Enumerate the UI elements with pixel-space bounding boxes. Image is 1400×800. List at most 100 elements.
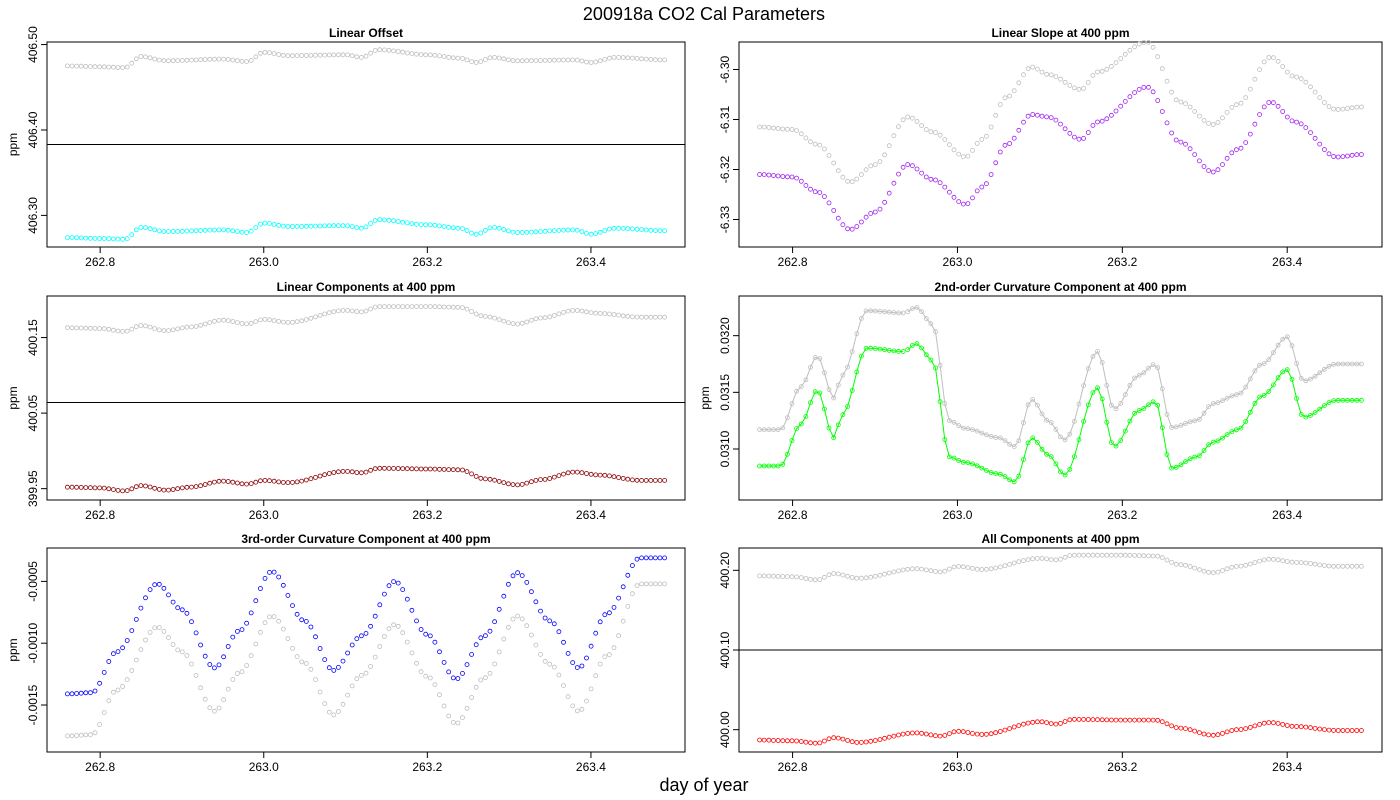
data-point (248, 653, 254, 658)
data-point (230, 479, 236, 485)
data-point (1354, 152, 1360, 158)
data-point (1201, 410, 1207, 416)
x-tick-label: 262.8 (778, 255, 808, 269)
data-point (538, 477, 543, 483)
data-point (473, 60, 479, 65)
data-point (377, 47, 383, 53)
data-point (956, 564, 962, 569)
y-axis-label: ppm (698, 386, 712, 409)
data-point (450, 720, 456, 725)
data-point (648, 555, 654, 561)
data-point (473, 231, 479, 237)
data-point (501, 636, 507, 642)
data-point (570, 227, 576, 233)
data-point (221, 317, 227, 323)
data-point (997, 149, 1003, 155)
data-point (349, 53, 355, 59)
data-point (106, 698, 112, 704)
data-point (221, 654, 227, 660)
data-point (1095, 349, 1100, 354)
data-point (1326, 363, 1332, 369)
data-point (1039, 719, 1045, 725)
data-point (377, 304, 383, 310)
data-point (152, 625, 158, 631)
data-point (1284, 723, 1290, 728)
data-point (1266, 720, 1272, 725)
data-point (437, 649, 442, 655)
data-point (863, 214, 869, 220)
data-point (455, 304, 461, 310)
data-point (1183, 726, 1188, 731)
data-point (216, 478, 222, 484)
data-point (335, 308, 341, 314)
data-point (886, 347, 892, 353)
data-point (326, 310, 332, 316)
data-point (1201, 448, 1207, 454)
data-point (395, 304, 401, 310)
data-point (1030, 396, 1036, 402)
data-point (101, 326, 107, 332)
data-point (933, 365, 938, 371)
data-point (826, 736, 832, 742)
data-point (1289, 343, 1295, 349)
data-point (1058, 76, 1063, 82)
plot-frame (738, 41, 1383, 248)
x-tick-label: 263.4 (576, 255, 606, 269)
data-point (455, 676, 461, 681)
data-point (988, 469, 994, 475)
data-point (322, 223, 328, 229)
data-point (979, 567, 985, 572)
panel-4: 2nd-order Curvature Component at 400 ppm… (698, 280, 1383, 522)
data-point (1271, 55, 1276, 61)
data-point (115, 649, 121, 654)
data-point (789, 401, 795, 407)
data-point (189, 619, 194, 625)
data-point (88, 325, 93, 331)
data-point (812, 577, 818, 583)
data-point (1322, 366, 1327, 372)
data-point (74, 235, 79, 241)
data-point (798, 384, 804, 390)
data-point (179, 607, 185, 613)
data-point (147, 55, 153, 61)
data-point (593, 630, 599, 636)
data-point (579, 308, 585, 314)
data-point (798, 739, 804, 744)
data-point (202, 227, 208, 233)
data-point (766, 125, 772, 130)
data-point (886, 734, 892, 740)
data-point (859, 172, 864, 177)
data-point (812, 389, 818, 395)
data-point (331, 470, 337, 475)
data-point (1187, 727, 1193, 733)
data-point (253, 479, 259, 485)
data-point (496, 478, 502, 484)
data-point (1099, 552, 1105, 558)
data-point (313, 223, 318, 229)
data-point (1308, 84, 1313, 90)
data-point (372, 613, 378, 619)
data-point (391, 465, 397, 471)
data-point (1002, 563, 1008, 569)
data-point (891, 733, 897, 739)
panel-title: Linear Slope at 400 ppm (991, 26, 1129, 40)
data-point (1164, 557, 1170, 563)
data-point (166, 592, 171, 598)
data-point (547, 476, 553, 481)
data-point (1266, 556, 1272, 562)
data-point (234, 671, 240, 676)
data-point (1317, 406, 1323, 412)
data-point (253, 319, 259, 325)
data-point (896, 310, 901, 316)
data-point (170, 487, 176, 492)
data-point (993, 435, 999, 440)
data-point (88, 690, 93, 696)
data-point (803, 182, 809, 188)
data-point (1238, 563, 1244, 569)
data-point (1085, 366, 1091, 372)
data-point (1169, 723, 1174, 729)
data-point (1122, 392, 1128, 398)
data-point (152, 56, 158, 62)
data-point (230, 57, 236, 63)
